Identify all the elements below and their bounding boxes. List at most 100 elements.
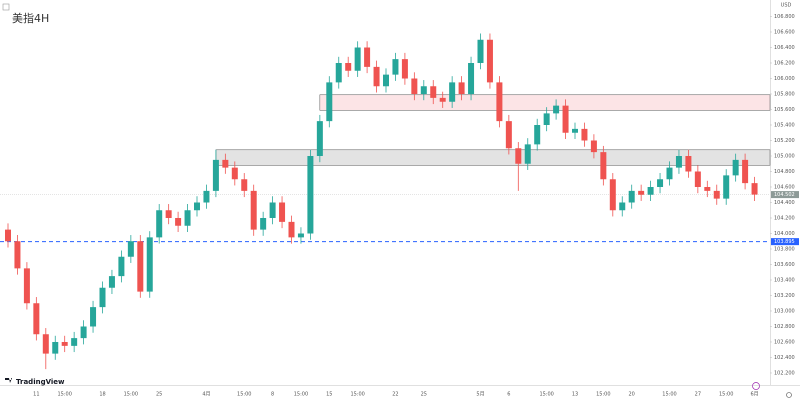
x-tick-label: 5月 [476,392,484,398]
candle-body [609,179,616,211]
candle-body [71,338,78,346]
level-label-box [771,238,799,246]
candle-body [250,190,257,230]
event-icon[interactable] [752,382,760,390]
candle-body [590,140,597,153]
candle-body [14,241,21,269]
candle-body [543,113,550,126]
x-tick-label: 27 [695,392,701,398]
candle-body [90,307,97,327]
candle-body [439,97,446,102]
y-tick-label: 102.400 [774,355,795,361]
candle-body [600,152,607,180]
candle-body [61,341,68,346]
x-tick-label: 15:00 [124,392,138,398]
y-tick-label: 105.200 [774,138,795,144]
candle-body [420,86,427,95]
zone [319,94,771,111]
y-tick-label: 104.400 [774,200,795,206]
candle-body [23,268,30,304]
watermark: TradingView [16,378,65,386]
level-label: 103.895 [774,239,795,245]
x-tick-label: 15:00 [662,392,676,398]
candle-body [108,276,115,288]
candle-body [534,125,541,145]
candle-body [33,303,40,335]
candle-body [411,78,418,95]
candle-body [553,105,560,114]
candle-body [742,159,749,184]
x-tick-label: 6 [507,392,510,398]
y-tick-label: 104.600 [774,184,795,190]
candle-body [241,179,248,191]
candle-body [231,167,238,180]
candle-body [137,241,144,292]
candle-body [127,241,134,257]
candle-body [486,39,493,83]
candle-body [694,171,701,187]
candle-body [364,47,371,67]
y-tick-label: 105.000 [774,153,795,159]
x-tick-label: 15 [326,392,332,398]
candle-body [269,202,276,218]
candle-body [165,210,172,218]
candle-body [685,155,692,172]
candle-body [326,82,333,122]
candle-body [572,128,578,133]
last-price-label: 104.502 [774,192,795,198]
candle-body [657,179,664,187]
candle-body [515,148,522,164]
candle-body [458,82,465,95]
candle-body [638,190,645,195]
candle-body [732,159,739,176]
y-tick-label: 102.800 [774,324,795,330]
y-tick-label: 106.600 [774,30,795,36]
x-tick-label: 25 [156,392,162,398]
x-tick-label: 25 [421,392,427,398]
menu-icon[interactable] [2,3,10,11]
candle-body [175,217,182,226]
y-tick-label: 106.800 [774,14,795,20]
candle-body [156,210,163,238]
candle-body [260,217,267,230]
candle-body [647,186,654,195]
candle-body [203,190,210,203]
x-tick-label: 8 [271,392,274,398]
candle-body [222,159,229,168]
y-tick-label: 102.600 [774,339,795,345]
candle-body [99,287,106,308]
candle-body [581,128,588,141]
candle-body [496,82,503,122]
currency: USD [781,3,792,9]
candle-body [307,155,314,234]
candle-body [80,326,87,339]
candle-body [52,341,59,354]
last-price-box [771,191,799,199]
candle-body [42,334,49,354]
x-tick-label: 15:00 [237,392,251,398]
candle-body [279,202,286,222]
x-tick-label: 13 [572,392,578,398]
x-tick-label: 15:00 [57,392,71,398]
candle-body [146,237,153,292]
y-tick-label: 104.800 [774,169,795,175]
x-tick-label: 11 [33,392,39,398]
settings-icon[interactable] [786,392,792,398]
logo-icon [5,378,12,383]
y-tick-label: 104.200 [774,215,795,221]
candle-body [184,210,191,226]
x-tick-label: 15:00 [539,392,553,398]
x-tick-label: 20 [629,392,635,398]
candle-body [562,105,569,133]
x-tick-label: 4月 [202,392,210,398]
y-tick-label: 106.200 [774,61,795,67]
x-tick-label: 15:00 [350,392,364,398]
candle-body [675,155,682,168]
candle-body [5,229,11,242]
candle-body [335,63,342,83]
y-tick-label: 104.000 [774,231,795,237]
candle-body [449,82,456,102]
candle-body [288,221,295,238]
